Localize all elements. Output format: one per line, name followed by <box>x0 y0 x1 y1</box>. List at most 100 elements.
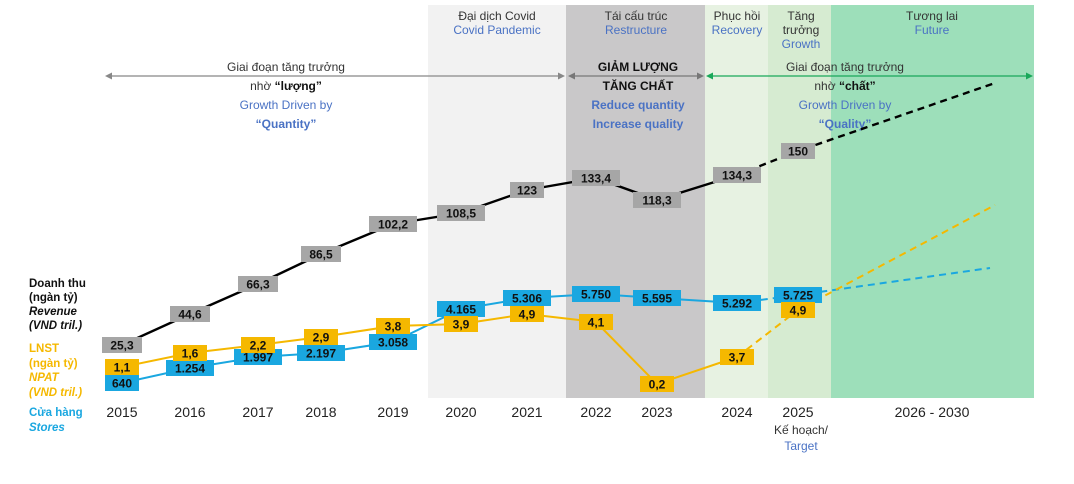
data-label: 102,2 <box>369 216 417 232</box>
x-tick-label: 2017 <box>242 404 273 420</box>
data-label-text: 123 <box>517 184 537 198</box>
data-label-text: 5.750 <box>581 288 611 302</box>
data-label-text: 118,3 <box>642 194 672 208</box>
data-label: 66,3 <box>238 276 278 292</box>
annotation-line: “Quality” <box>819 117 872 131</box>
data-label: 5.725 <box>774 287 822 303</box>
data-label-box <box>713 167 761 183</box>
data-label-box <box>105 359 139 375</box>
arrow-head-icon <box>105 72 112 80</box>
phase-subtitle: Covid Pandemic <box>453 23 540 37</box>
data-label-box <box>105 375 139 391</box>
data-label-text: 1,6 <box>182 347 199 361</box>
data-label-box <box>304 329 338 345</box>
data-label: 1,6 <box>173 345 207 361</box>
data-label-box <box>173 345 207 361</box>
data-label: 3,8 <box>376 318 410 334</box>
data-label-text: 3.058 <box>378 336 408 350</box>
annotation-line: Growth Driven by <box>799 98 892 112</box>
annotation-line: Giai đoạn tăng trưởng <box>227 60 345 74</box>
arrow-head-icon <box>1026 72 1033 80</box>
series-line <box>121 173 738 347</box>
data-label-text: 4,1 <box>588 316 605 330</box>
data-label: 5.306 <box>503 290 551 306</box>
x-tick-label: 2024 <box>721 404 752 420</box>
data-label: 3,9 <box>444 316 478 332</box>
phase-band <box>831 5 1034 398</box>
data-label-text: 4,9 <box>519 308 536 322</box>
legend-text: (ngàn tỷ) <box>29 358 78 370</box>
phase-title: trưởng <box>783 23 820 37</box>
data-label: 3.058 <box>369 334 417 350</box>
data-label: 4.165 <box>437 301 485 317</box>
data-label: 5.292 <box>713 295 761 311</box>
data-label-text: 3,9 <box>453 318 470 332</box>
data-label-box <box>640 376 674 392</box>
data-label-box <box>102 337 142 353</box>
data-label-box <box>301 246 341 262</box>
x-tick-label: 2020 <box>445 404 476 420</box>
data-label: 2,2 <box>241 337 275 353</box>
arrow-head-icon <box>706 72 713 80</box>
data-label-text: 133,4 <box>581 172 611 186</box>
data-label-text: 0,2 <box>649 378 666 392</box>
data-label-text: 2,2 <box>250 339 267 353</box>
data-label: 5.750 <box>572 286 620 302</box>
annotation-emphasis: “lượng” <box>275 79 322 93</box>
annotation-emphasis: “chất” <box>839 79 876 93</box>
data-label-box <box>510 306 544 322</box>
data-label-box <box>633 192 681 208</box>
data-label-box <box>774 287 822 303</box>
legend-text: LNST <box>29 343 59 355</box>
legend-text: NPAT <box>29 372 60 384</box>
data-label: 1.254 <box>166 360 214 376</box>
data-label-box <box>444 316 478 332</box>
data-label-box <box>503 290 551 306</box>
data-label: 44,6 <box>170 306 210 322</box>
x-tick-sublabel: Kế hoạch/ <box>774 423 829 437</box>
data-label: 150 <box>781 143 815 159</box>
data-label-text: 5.292 <box>722 297 752 311</box>
arrow-head-icon <box>568 72 575 80</box>
data-label: 2.197 <box>297 345 345 361</box>
annotation-line: Giai đoạn tăng trưởng <box>786 60 904 74</box>
data-label-box <box>437 205 485 221</box>
data-label: 25,3 <box>102 337 142 353</box>
legend-text: (VND tril.) <box>29 387 82 399</box>
data-label-box <box>713 295 761 311</box>
legend-text: Stores <box>29 422 65 434</box>
x-tick-label: 2018 <box>305 404 336 420</box>
data-label-text: 102,2 <box>378 218 408 232</box>
phase-band <box>768 5 831 398</box>
annotation-line: Growth Driven by <box>240 98 333 112</box>
data-label: 640 <box>105 375 139 391</box>
phase-subtitle: Recovery <box>712 23 763 37</box>
data-label: 118,3 <box>633 192 681 208</box>
x-tick-label: 2022 <box>580 404 611 420</box>
data-label-box <box>579 314 613 330</box>
data-label: 86,5 <box>301 246 341 262</box>
data-label: 4,9 <box>781 302 815 318</box>
data-label-box <box>369 334 417 350</box>
data-label: 3,7 <box>720 349 754 365</box>
data-label: 108,5 <box>437 205 485 221</box>
data-label-box <box>241 337 275 353</box>
data-label-box <box>633 290 681 306</box>
data-label: 5.595 <box>633 290 681 306</box>
data-label-box <box>510 182 544 198</box>
x-tick-label: 2019 <box>377 404 408 420</box>
data-label-box <box>297 345 345 361</box>
data-label-text: 5.595 <box>642 292 672 306</box>
data-label-box <box>572 286 620 302</box>
data-label-text: 2.197 <box>306 347 336 361</box>
data-label-box <box>437 301 485 317</box>
annotation-line: “Quantity” <box>256 117 317 131</box>
annotation-line: Reduce quantity <box>591 98 685 112</box>
data-label-box <box>781 302 815 318</box>
phase-title: Đại dịch Covid <box>458 9 535 23</box>
arrow-head-icon <box>697 72 704 80</box>
phase-band <box>705 5 768 398</box>
data-label-text: 44,6 <box>178 308 202 322</box>
